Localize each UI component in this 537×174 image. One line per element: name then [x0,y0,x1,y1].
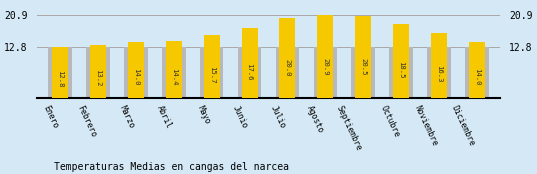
Bar [86,47,110,98]
Bar [431,33,447,98]
Text: 14.0: 14.0 [474,68,480,86]
Text: 12.8: 12.8 [57,70,63,88]
Text: 14.0: 14.0 [133,68,139,86]
Bar [242,28,258,98]
Text: 16.3: 16.3 [436,65,442,82]
Bar [52,47,68,98]
Bar [355,16,371,98]
Text: 15.7: 15.7 [209,66,215,83]
Bar [124,47,148,98]
Bar [465,47,489,98]
Bar [275,47,299,98]
Bar [90,45,106,98]
Bar [389,47,413,98]
Text: Temperaturas Medias en cangas del narcea: Temperaturas Medias en cangas del narcea [54,162,289,172]
Text: 13.2: 13.2 [95,69,101,87]
Text: 18.5: 18.5 [398,61,404,79]
Bar [204,35,220,98]
Bar [238,47,262,98]
Bar [162,47,185,98]
Bar [352,47,375,98]
Text: 20.0: 20.0 [285,59,291,77]
Bar [469,42,485,98]
Bar [317,15,333,98]
Bar [279,18,295,98]
Bar [393,24,409,98]
Bar [314,47,337,98]
Text: 14.4: 14.4 [171,68,177,85]
Bar [427,47,451,98]
Text: 17.6: 17.6 [246,63,252,80]
Bar [166,41,182,98]
Text: 20.5: 20.5 [360,58,366,76]
Text: 20.9: 20.9 [322,58,328,75]
Bar [48,47,72,98]
Bar [128,42,144,98]
Bar [200,47,223,98]
